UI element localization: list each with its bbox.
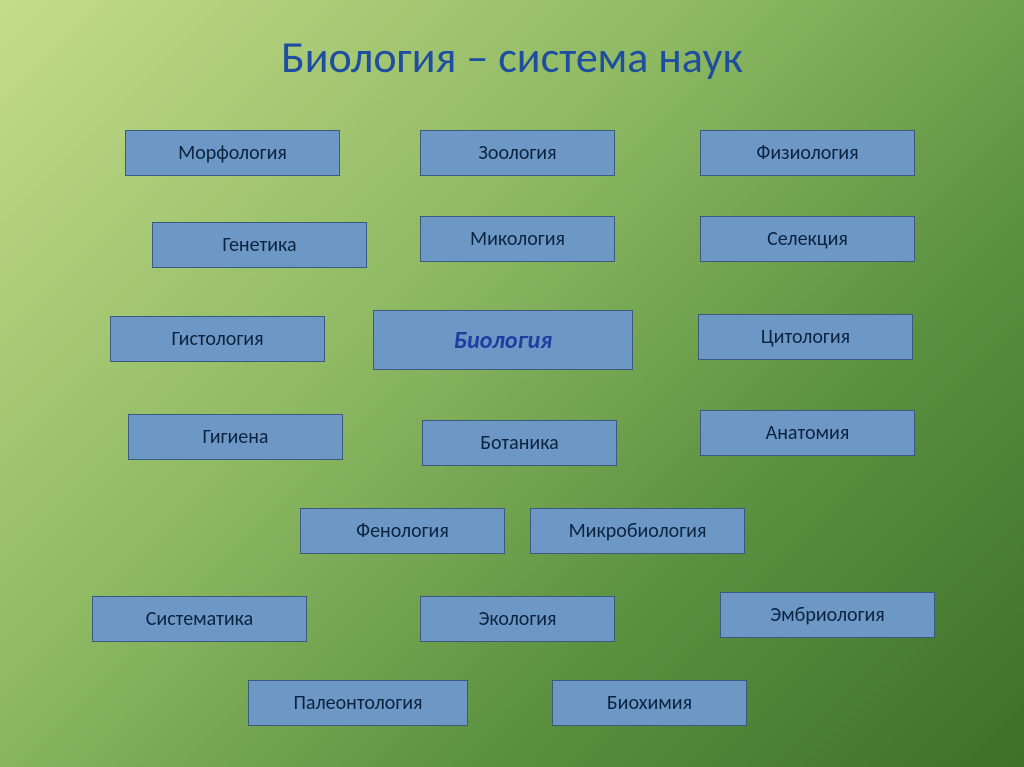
discipline-box: Цитология xyxy=(698,314,913,360)
discipline-label: Фенология xyxy=(356,519,449,543)
discipline-label: Морфология xyxy=(178,141,287,165)
discipline-box: Фенология xyxy=(300,508,505,554)
discipline-box: Морфология xyxy=(125,130,340,176)
discipline-label: Генетика xyxy=(222,233,296,257)
discipline-label: Анатомия xyxy=(766,421,850,445)
discipline-box: Селекция xyxy=(700,216,915,262)
discipline-box: Гигиена xyxy=(128,414,343,460)
discipline-label: Микробиология xyxy=(569,519,707,543)
discipline-box: Палеонтология xyxy=(248,680,468,726)
discipline-box: Гистология xyxy=(110,316,325,362)
discipline-box: Генетика xyxy=(152,222,367,268)
discipline-label: Цитология xyxy=(761,325,850,349)
discipline-box: Эмбриология xyxy=(720,592,935,638)
discipline-label: Гигиена xyxy=(203,425,269,449)
discipline-box: Биохимия xyxy=(552,680,747,726)
discipline-label: Ботаника xyxy=(480,431,559,455)
discipline-label: Эмбриология xyxy=(770,603,885,627)
discipline-box: Экология xyxy=(420,596,615,642)
discipline-box: Ботаника xyxy=(422,420,617,466)
discipline-label: Гистология xyxy=(171,327,263,351)
center-label: Биология xyxy=(454,326,552,355)
discipline-box: Физиология xyxy=(700,130,915,176)
discipline-label: Палеонтология xyxy=(293,691,422,715)
discipline-box: Микология xyxy=(420,216,615,262)
diagram-container: Биология Морфология Зоология Физиология Ген… xyxy=(0,94,1024,734)
discipline-label: Биохимия xyxy=(607,691,692,715)
center-box: Биология xyxy=(373,310,633,370)
discipline-box: Зоология xyxy=(420,130,615,176)
discipline-box: Микробиология xyxy=(530,508,745,554)
discipline-label: Экология xyxy=(478,607,556,631)
discipline-box: Систематика xyxy=(92,596,307,642)
discipline-label: Физиология xyxy=(756,141,858,165)
page-title: Биология – система наук xyxy=(0,0,1024,94)
discipline-box: Анатомия xyxy=(700,410,915,456)
discipline-label: Систематика xyxy=(146,607,254,631)
discipline-label: Зоология xyxy=(478,141,556,165)
discipline-label: Микология xyxy=(470,227,565,251)
discipline-label: Селекция xyxy=(767,227,848,251)
